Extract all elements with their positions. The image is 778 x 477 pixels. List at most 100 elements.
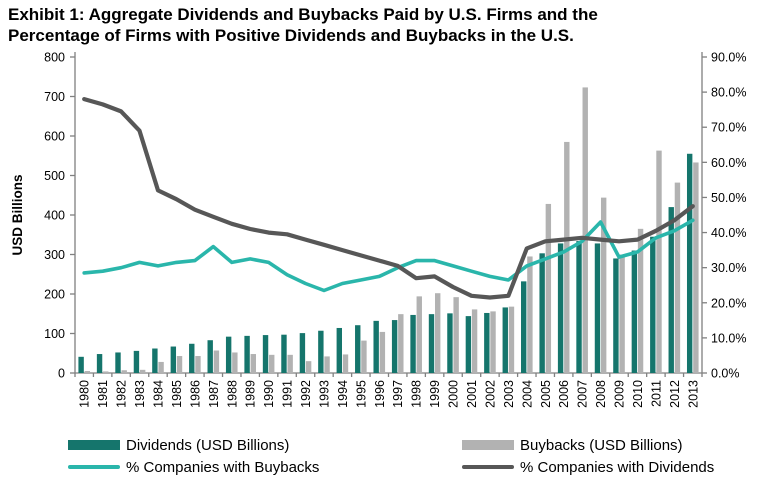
chart-title-line-2: Percentage of Firms with Positive Divide… bbox=[8, 26, 574, 45]
buybacks-bar-2009 bbox=[619, 254, 625, 373]
x-axis-year-label: 1983 bbox=[133, 380, 147, 408]
buybacks-bar-2012 bbox=[674, 182, 681, 373]
dividends-bar-1996 bbox=[373, 320, 379, 373]
dividends-bar-1985 bbox=[170, 346, 177, 373]
x-axis-year-label: 1986 bbox=[188, 380, 202, 408]
pct-dividends-legend-label: % Companies with Dividends bbox=[520, 458, 715, 476]
left-axis-tick-label: 600 bbox=[44, 130, 65, 144]
dividends-bar-1987 bbox=[207, 340, 213, 373]
x-axis-year-label: 2008 bbox=[594, 380, 608, 408]
buybacks-bar-1990 bbox=[269, 354, 275, 373]
right-axis-tick-label: 0.0% bbox=[711, 367, 740, 381]
buybacks-legend-label: Buybacks (USD Billions) bbox=[520, 436, 683, 454]
buybacks-bar-2001 bbox=[471, 309, 478, 373]
chart-title: Exhibit 1: Aggregate Dividends and Buyba… bbox=[8, 4, 768, 46]
left-axis-tick-label: 0 bbox=[58, 367, 65, 381]
buybacks-bar-2011 bbox=[656, 150, 662, 373]
right-axis-tick-label: 50.0% bbox=[711, 191, 746, 205]
dividends-bar-2013 bbox=[686, 153, 693, 373]
legend-item-dividends: Dividends (USD Billions) bbox=[68, 436, 290, 454]
legend-item-buybacks: Buybacks (USD Billions) bbox=[462, 436, 683, 454]
dividends-bar-2004 bbox=[521, 281, 527, 373]
buybacks-bar-1999 bbox=[435, 293, 441, 373]
buybacks-legend-swatch bbox=[462, 440, 514, 450]
dividends-bar-1998 bbox=[410, 314, 416, 373]
dividends-bar-2011 bbox=[650, 236, 656, 373]
right-axis-tick-label: 60.0% bbox=[711, 156, 746, 170]
x-axis-year-label: 1980 bbox=[78, 380, 92, 408]
right-axis-tick-label: 30.0% bbox=[711, 261, 746, 275]
x-axis-year-label: 2009 bbox=[613, 380, 627, 408]
buybacks-bar-1995 bbox=[361, 340, 367, 373]
x-axis-year-label: 2005 bbox=[539, 380, 553, 408]
pct-companies-with-dividends-line bbox=[82, 96, 695, 300]
pct-buybacks-legend-label: % Companies with Buybacks bbox=[126, 458, 320, 476]
x-axis-year-label: 1989 bbox=[244, 380, 258, 408]
right-axis-tick-label: 10.0% bbox=[711, 331, 746, 345]
buybacks-bar-1992 bbox=[305, 361, 312, 373]
buybacks-bar-1986 bbox=[195, 356, 201, 373]
x-axis-year-label: 2011 bbox=[649, 380, 663, 407]
dividends-bar-1991 bbox=[281, 334, 287, 373]
left-axis-tick-label: 400 bbox=[44, 209, 65, 223]
chart-title-line-1: Exhibit 1: Aggregate Dividends and Buyba… bbox=[8, 5, 598, 24]
dividends-bar-1988 bbox=[225, 336, 232, 373]
dividends-bar-1981 bbox=[96, 354, 103, 373]
dividends-bar-2003 bbox=[502, 307, 508, 373]
legend-item-pct-dividends: % Companies with Dividends bbox=[462, 458, 715, 476]
left-axis-tick-label: 500 bbox=[44, 169, 65, 183]
dividends-bar-2010 bbox=[631, 250, 638, 373]
x-axis-year-label: 1985 bbox=[170, 380, 184, 408]
x-axis-year-label: 1988 bbox=[225, 380, 239, 408]
x-axis-year-label: 1987 bbox=[207, 380, 221, 408]
dividends-bar-2007 bbox=[576, 241, 582, 373]
dividends-bar-2006 bbox=[557, 243, 564, 373]
left-axis-tick-label: 800 bbox=[44, 51, 65, 65]
x-axis-year-label: 2006 bbox=[557, 380, 571, 408]
dividends-bar-2009 bbox=[613, 258, 619, 373]
buybacks-bar-1991 bbox=[287, 354, 293, 373]
dividends-bar-1995 bbox=[355, 325, 361, 373]
buybacks-bar-1993 bbox=[324, 356, 330, 373]
x-axis-year-label: 2013 bbox=[686, 380, 700, 408]
left-axis-tick-label: 200 bbox=[44, 288, 65, 302]
x-axis-year-label: 2001 bbox=[465, 380, 479, 408]
buybacks-bar-2010 bbox=[637, 228, 644, 373]
buybacks-bar-1988 bbox=[232, 352, 238, 373]
dividends-bar-1983 bbox=[133, 350, 140, 373]
dividends-bar-2000 bbox=[447, 313, 453, 373]
dividends-bar-1980 bbox=[78, 356, 84, 373]
right-axis-tick-label: 20.0% bbox=[711, 296, 746, 310]
x-axis-year-label: 2012 bbox=[668, 380, 682, 408]
buybacks-bar-1980 bbox=[84, 371, 91, 373]
buybacks-bar-1997 bbox=[398, 314, 404, 373]
x-axis-year-label: 1982 bbox=[115, 380, 129, 408]
buybacks-bar-2005 bbox=[545, 203, 552, 373]
buybacks-bar-1996 bbox=[379, 331, 386, 373]
dividends-bar-2008 bbox=[594, 243, 601, 373]
dividends-bar-1984 bbox=[152, 348, 158, 373]
buybacks-bar-2008 bbox=[600, 197, 607, 373]
x-axis-year-label: 2007 bbox=[576, 380, 590, 408]
right-axis-tick-label: 90.0% bbox=[711, 51, 746, 65]
dividends-bar-1990 bbox=[262, 335, 269, 373]
x-axis-year-label: 1991 bbox=[281, 380, 295, 408]
x-axis-year-label: 1993 bbox=[317, 380, 331, 408]
dividends-bar-2012 bbox=[668, 207, 674, 373]
x-axis-year-label: 2000 bbox=[447, 380, 461, 408]
dividends-bar-2002 bbox=[484, 312, 490, 373]
buybacks-bar-1982 bbox=[121, 370, 127, 373]
buybacks-bar-2013 bbox=[693, 162, 699, 373]
buybacks-bar-2004 bbox=[527, 256, 533, 373]
x-axis-year-label: 2010 bbox=[631, 380, 645, 408]
dividends-legend-label: Dividends (USD Billions) bbox=[126, 436, 290, 454]
buybacks-bar-2003 bbox=[508, 306, 515, 373]
buybacks-bar-1998 bbox=[416, 296, 422, 373]
x-axis-year-label: 1994 bbox=[336, 380, 350, 408]
buybacks-bar-2007 bbox=[582, 87, 588, 373]
dividends-bar-2005 bbox=[539, 253, 545, 373]
dividends-bar-1986 bbox=[189, 343, 195, 373]
dividends-legend-swatch bbox=[68, 440, 120, 450]
dividends-bar-1999 bbox=[428, 314, 435, 373]
dividends-bar-1994 bbox=[336, 327, 342, 373]
